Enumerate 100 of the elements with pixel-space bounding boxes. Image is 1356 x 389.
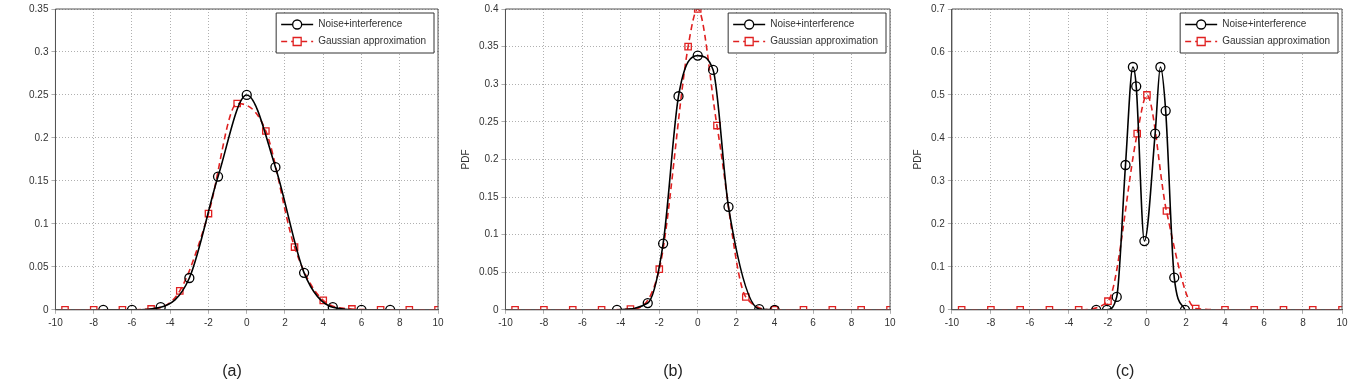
y-tick-label: 0.6	[931, 45, 946, 57]
legend-label: Gaussian approximation	[770, 35, 879, 47]
x-tick-label: -8	[539, 316, 549, 328]
text: (a)	[222, 361, 242, 379]
x-tick-label: -6	[127, 316, 137, 328]
point	[175, 287, 184, 295]
y-tick-label: 0.1	[931, 260, 946, 272]
legend-label: Noise+interference	[770, 18, 855, 30]
point	[290, 243, 299, 251]
y-tick-label: 0.3	[484, 77, 499, 89]
x-tick-label: -2	[654, 316, 665, 328]
legend-label: Noise+interference	[1222, 18, 1307, 30]
y-tick-label: 0.3	[34, 45, 49, 57]
point	[327, 302, 338, 310]
point	[233, 99, 241, 108]
point	[692, 50, 703, 61]
y-axis-title: PDF	[911, 149, 923, 170]
text: (c)	[1115, 361, 1135, 379]
y-tick-label: 0.25	[28, 88, 49, 100]
y-tick-label: 0	[492, 303, 499, 315]
point	[270, 161, 281, 173]
y-tick-label: 0.2	[931, 217, 946, 229]
x-tick-label: 8	[1300, 316, 1307, 328]
x-tick-label: -2	[1103, 316, 1113, 328]
point	[1133, 129, 1142, 138]
point	[1143, 91, 1151, 99]
legend-label: Noise+interference	[318, 18, 403, 30]
point	[1149, 128, 1161, 139]
point	[1155, 61, 1166, 73]
y-tick-label: 0	[939, 303, 946, 315]
legend-label: Gaussian approximation	[318, 35, 427, 47]
point	[1169, 272, 1180, 283]
x-tick-label: 10	[432, 316, 444, 328]
x-tick-label: 2	[733, 316, 740, 328]
x-tick-label: 4	[320, 316, 327, 328]
point	[1162, 207, 1171, 215]
x-tick-label: 8	[848, 316, 855, 328]
y-axis-title: PDF	[459, 149, 471, 170]
x-tick-label: -10	[48, 316, 64, 328]
x-tick-label: 10	[1336, 316, 1348, 328]
point	[713, 121, 721, 130]
x-tick-label: -6	[577, 316, 588, 328]
x-tick-label: 8	[396, 316, 403, 328]
x-tick-label: -8	[89, 316, 99, 328]
point	[657, 238, 669, 249]
x-tick-label: -4	[1064, 316, 1074, 328]
y-tick-label: 0.15	[478, 190, 499, 202]
x-tick-label: -8	[986, 316, 996, 328]
x-tick-label: 0	[243, 316, 250, 328]
x-tick-label: -4	[165, 316, 176, 328]
y-tick-label: 0.5	[931, 88, 946, 100]
legend-label: Gaussian approximation	[1222, 35, 1331, 47]
x-tick-label: 6	[1261, 316, 1268, 328]
y-tick-label: 0.4	[484, 2, 499, 14]
x-tick-label: 0	[694, 316, 701, 328]
point	[319, 296, 328, 305]
point	[204, 209, 213, 218]
point	[684, 42, 692, 51]
point	[1139, 235, 1150, 247]
x-tick-label: -4	[616, 316, 626, 328]
point	[184, 272, 195, 284]
y-tick-label: 0.1	[34, 217, 49, 229]
y-tick-label: 0.2	[34, 131, 49, 143]
x-tick-label: -10	[944, 316, 960, 328]
x-tick-label: -10	[498, 316, 514, 328]
point	[262, 127, 270, 135]
point	[723, 201, 734, 212]
point	[1160, 105, 1171, 116]
y-tick-label: 0.35	[478, 40, 499, 52]
x-tick-label: 10	[884, 316, 896, 328]
x-tick-label: -6	[1025, 316, 1035, 328]
y-tick-label: 0.15	[28, 174, 49, 186]
point	[707, 64, 719, 76]
point	[1120, 159, 1131, 171]
y-tick-label: 0.05	[478, 265, 499, 277]
point	[241, 89, 252, 101]
y-tick-label: 0.3	[931, 174, 946, 186]
y-tick-label: 0.2	[484, 153, 499, 165]
y-tick-label: 0.35	[28, 2, 49, 14]
x-tick-label: 2	[282, 316, 289, 328]
y-tick-label: 0.7	[931, 2, 946, 14]
y-tick-label: 0.05	[28, 260, 49, 272]
y-tick-label: 0	[42, 303, 49, 315]
x-tick-label: 6	[810, 316, 817, 328]
point	[212, 171, 224, 182]
point	[298, 267, 310, 278]
point	[673, 91, 684, 102]
x-tick-label: 0	[1144, 316, 1151, 328]
y-tick-label: 0.4	[931, 131, 946, 143]
point	[1127, 61, 1139, 73]
x-tick-label: 4	[1222, 316, 1229, 328]
point	[1131, 81, 1142, 92]
y-tick-label: 0.25	[478, 115, 499, 127]
x-tick-label: 2	[1183, 316, 1190, 328]
x-tick-label: 4	[771, 316, 778, 328]
point	[155, 302, 166, 310]
x-tick-label: -2	[204, 316, 214, 328]
y-tick-label: 0.1	[484, 228, 499, 240]
text: (b)	[663, 361, 683, 379]
x-tick-label: 6	[358, 316, 365, 328]
